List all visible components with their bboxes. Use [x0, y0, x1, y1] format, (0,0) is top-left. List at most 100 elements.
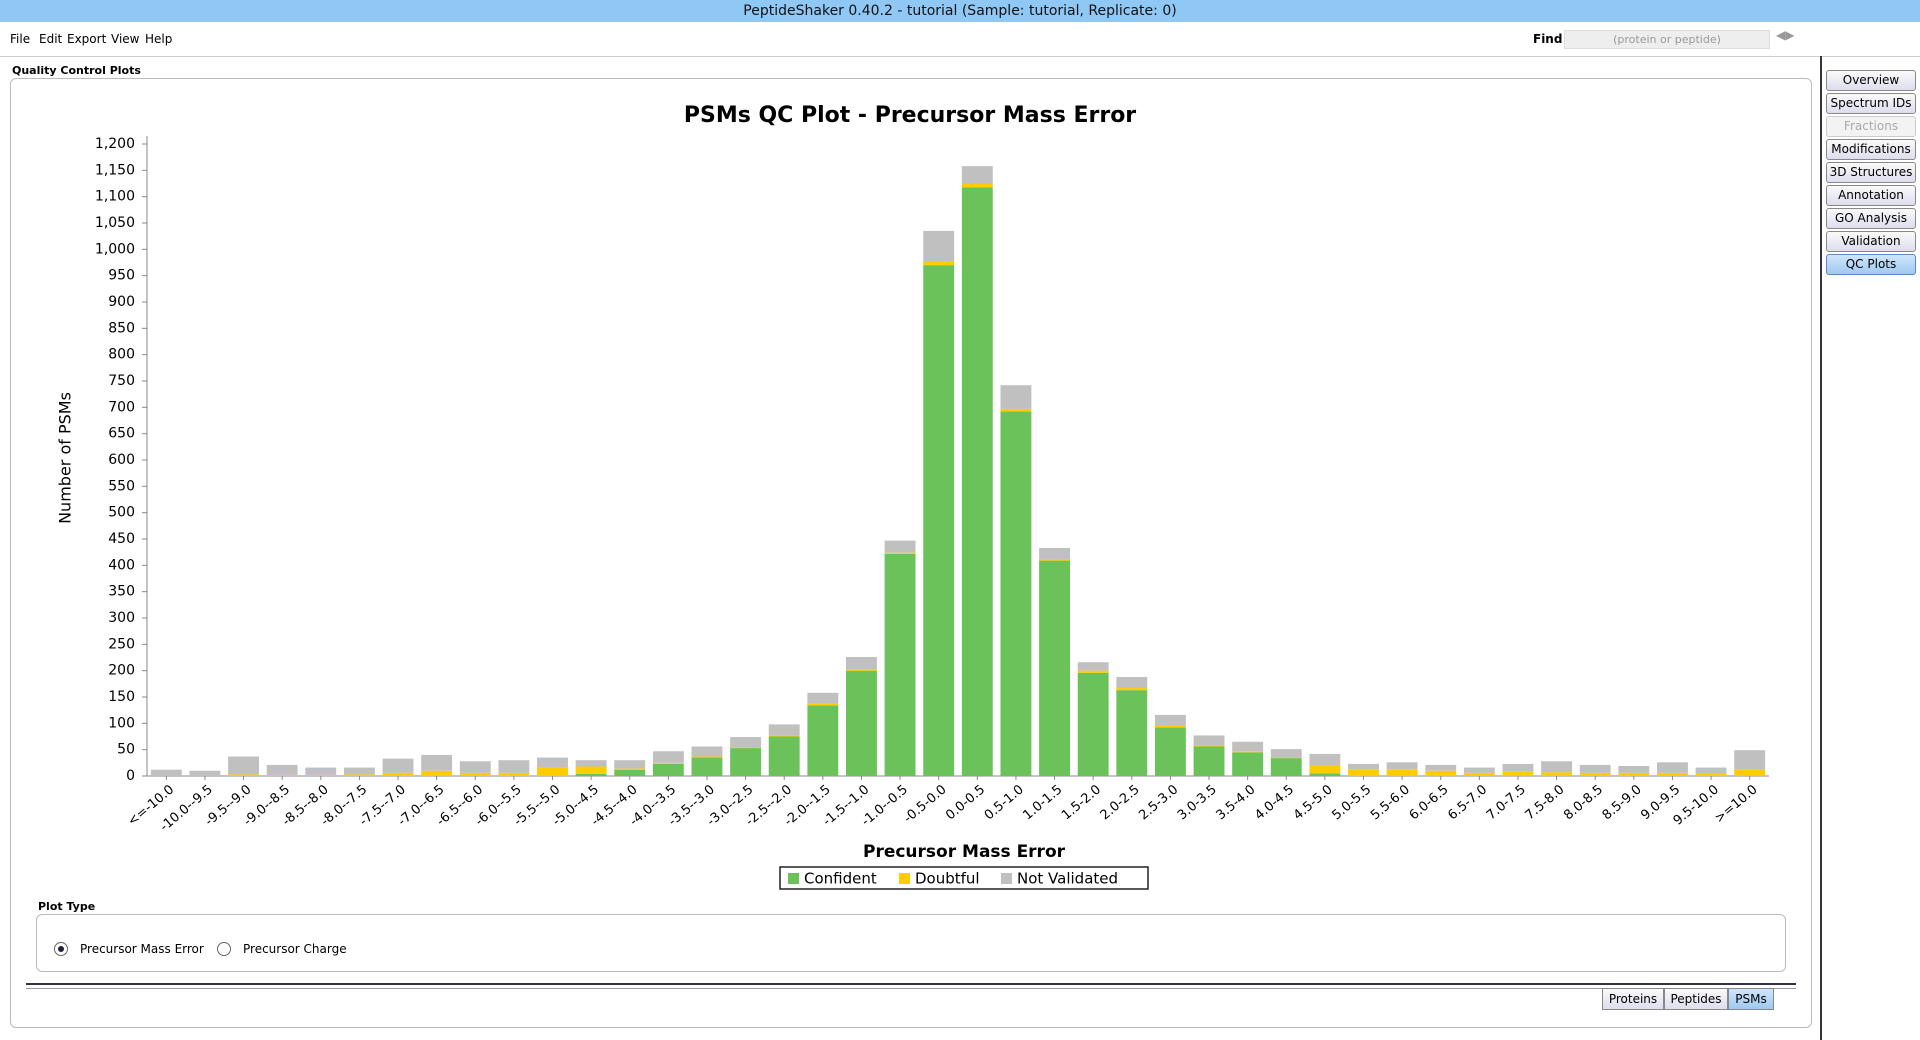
bar-segment	[1541, 772, 1573, 776]
side-tab[interactable]: Spectrum IDs	[1826, 93, 1916, 114]
bar-segment	[807, 703, 839, 706]
bar-segment	[1000, 408, 1032, 412]
x-tick-label: -0.5-0.0	[901, 782, 950, 826]
bar-segment	[1425, 764, 1457, 771]
bar-segment	[459, 772, 491, 776]
bar-segment	[189, 770, 221, 776]
bar-segment	[1657, 762, 1688, 773]
bar-segment	[923, 265, 955, 776]
bar-segment	[730, 748, 762, 776]
bar-segment	[498, 760, 530, 773]
bar-segment	[1348, 763, 1379, 770]
bar-segment	[691, 756, 723, 758]
bottom-tab[interactable]: Peptides	[1664, 988, 1728, 1010]
find-input[interactable]: (protein or peptide)	[1564, 30, 1770, 49]
bar-segment	[884, 553, 916, 776]
bar-segment	[343, 774, 375, 776]
legend-box	[779, 866, 1149, 890]
legend-label: Confident	[804, 870, 877, 888]
menu-item[interactable]: Help	[145, 32, 173, 46]
bar-segment	[1463, 767, 1495, 773]
panel-border	[10, 78, 1812, 1028]
bar-segment	[1734, 750, 1766, 770]
menu-item[interactable]: Export	[67, 32, 107, 46]
legend-swatch	[1001, 873, 1012, 884]
bar-segment	[846, 656, 877, 670]
y-tick-label: 700	[108, 399, 135, 415]
y-tick-label: 150	[108, 689, 135, 705]
y-tick-label: 850	[108, 320, 135, 336]
bar-segment	[150, 769, 182, 776]
y-tick-label: 500	[108, 505, 135, 521]
side-tab[interactable]: QC Plots	[1826, 254, 1916, 275]
x-tick-label: 2.0-2.5	[1098, 782, 1143, 823]
side-tab[interactable]: Modifications	[1826, 139, 1916, 160]
bar-segment	[652, 763, 684, 776]
bar-segment	[1618, 772, 1650, 776]
bar-segment	[1695, 767, 1727, 774]
x-tick-label: 7.0-7.5	[1484, 782, 1529, 823]
divider	[1820, 56, 1822, 1040]
plot-type-title: Plot Type	[38, 900, 96, 913]
bar-segment	[228, 774, 259, 776]
bar-segment	[1077, 662, 1109, 671]
bar-segment	[1309, 765, 1341, 774]
bar-segment	[228, 756, 259, 775]
y-tick-label: 50	[117, 742, 135, 758]
bar-segment	[652, 751, 684, 763]
side-tab[interactable]: GO Analysis	[1826, 208, 1916, 229]
bottom-tab[interactable]: Proteins	[1602, 988, 1664, 1010]
menu-item[interactable]: Edit	[39, 32, 63, 46]
bar-segment	[1232, 752, 1264, 776]
bar-segment	[1077, 672, 1109, 776]
y-tick-label: 1,200	[95, 136, 135, 152]
menu-item[interactable]: View	[111, 32, 140, 46]
y-tick-label: 900	[108, 294, 135, 310]
radio-button[interactable]	[54, 942, 68, 956]
bar-segment	[343, 767, 375, 775]
bar-segment	[768, 724, 800, 736]
find-label: Find	[1533, 32, 1563, 46]
x-tick-label: 7.5-8.0	[1523, 782, 1568, 823]
y-tick-label: 350	[108, 584, 135, 600]
bar-segment	[730, 747, 762, 749]
y-tick-label: 600	[108, 452, 135, 468]
bar-segment	[961, 187, 993, 777]
y-tick-label: 1,150	[95, 162, 135, 178]
bar-segment	[1657, 772, 1688, 776]
bar-segment	[1502, 771, 1534, 776]
bar-segment	[266, 774, 298, 776]
bottom-tab[interactable]: PSMs	[1728, 988, 1774, 1010]
bar-segment	[614, 768, 646, 770]
y-tick-label: 200	[108, 663, 135, 679]
bar-segment	[1386, 762, 1418, 770]
bar-segment	[382, 772, 414, 776]
side-tab[interactable]: Overview	[1826, 70, 1916, 91]
chart-title: PSMs QC Plot - Precursor Mass Error	[684, 103, 1136, 128]
menu-item[interactable]: File	[10, 32, 31, 46]
bar-segment	[1193, 746, 1225, 776]
side-tab[interactable]: 3D Structures	[1826, 162, 1916, 183]
x-tick-label: 5.0-5.5	[1329, 782, 1374, 823]
x-tick-label: 3.0-3.5	[1175, 782, 1220, 823]
side-tab[interactable]: Annotation	[1826, 185, 1916, 206]
side-tab: Fractions	[1826, 116, 1916, 137]
bar-segment	[1502, 763, 1534, 772]
legend-label: Not Validated	[1017, 870, 1118, 888]
x-tick-label: 0.0-0.5	[943, 782, 988, 823]
bar-segment	[1270, 758, 1302, 776]
bar-segment	[459, 761, 491, 773]
y-axis-label: Number of PSMs	[56, 392, 75, 524]
radio-button[interactable]	[217, 942, 231, 956]
y-tick-label: 950	[108, 268, 135, 284]
bar-segment	[807, 692, 839, 704]
legend-swatch	[788, 873, 799, 884]
y-tick-label: 300	[108, 610, 135, 626]
plot-type-box	[36, 914, 1786, 972]
find-arrows[interactable]: ◀▶	[1776, 28, 1795, 42]
legend-swatch	[899, 873, 910, 884]
radio-label[interactable]: Precursor Mass Error	[80, 942, 204, 956]
side-tab[interactable]: Validation	[1826, 231, 1916, 252]
radio-label[interactable]: Precursor Charge	[243, 942, 347, 956]
